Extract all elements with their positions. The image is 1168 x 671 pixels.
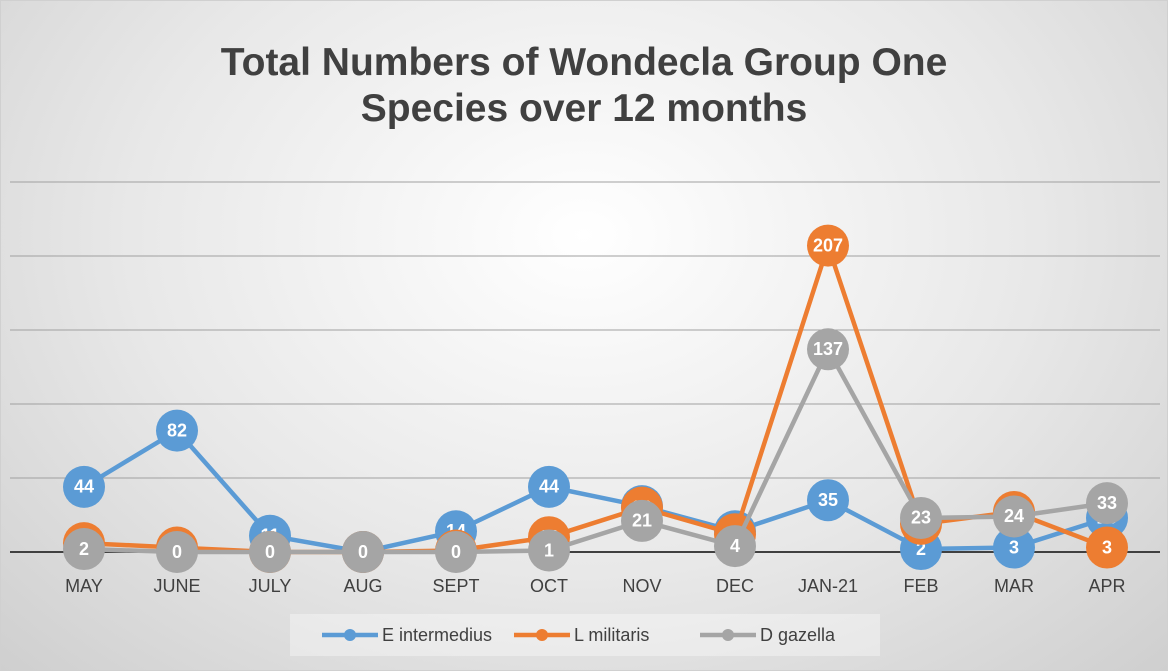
chart-title: Total Numbers of Wondecla Group One Spec… (220, 41, 948, 130)
data-label: 33 (1097, 493, 1117, 513)
data-label: 0 (172, 542, 182, 562)
point (342, 531, 384, 573)
data-label: 35 (818, 490, 838, 510)
legend-label: E intermedius (382, 625, 492, 645)
data-label: 44 (74, 477, 94, 497)
legend-marker (536, 629, 548, 641)
data-label: 24 (1004, 506, 1024, 526)
point (156, 409, 198, 452)
data-label: 137 (813, 339, 843, 359)
data-label: 0 (451, 542, 461, 562)
legend-label: D gazella (760, 625, 836, 645)
data-label: 23 (911, 508, 931, 528)
data-label: 82 (167, 420, 187, 440)
point (249, 531, 291, 573)
x-tick-label: JUNE (153, 576, 200, 596)
point (807, 224, 849, 267)
point (156, 531, 198, 573)
legend-box (290, 614, 880, 656)
point (435, 531, 477, 573)
point (900, 496, 942, 539)
point (807, 328, 849, 371)
point (63, 528, 105, 571)
data-label: 0 (265, 542, 275, 562)
data-label: 2 (79, 539, 89, 559)
x-tick-label: APR (1088, 576, 1125, 596)
x-tick-label: SEPT (432, 576, 479, 596)
data-label: 2 (916, 539, 926, 559)
legend-marker (722, 629, 734, 641)
point (993, 495, 1035, 538)
data-label: 21 (632, 511, 652, 531)
point (714, 525, 756, 568)
point (528, 529, 570, 572)
legend-label: L militaris (574, 625, 649, 645)
x-tick-label: JULY (249, 576, 292, 596)
data-label: 1 (544, 540, 554, 560)
point (621, 499, 663, 542)
point (1086, 482, 1128, 525)
data-label: 44 (539, 477, 559, 497)
data-label: 0 (358, 542, 368, 562)
x-tick-label: JAN-21 (798, 576, 858, 596)
x-tick-label: MAR (994, 576, 1034, 596)
point (993, 526, 1035, 569)
x-tick-label: MAY (65, 576, 103, 596)
data-label: 3 (1009, 537, 1019, 557)
x-tick-label: NOV (622, 576, 661, 596)
point (1086, 526, 1128, 569)
x-tick-label: AUG (343, 576, 382, 596)
data-label: 4 (730, 536, 740, 556)
data-label: 3 (1102, 537, 1112, 557)
x-tick-label: OCT (530, 576, 568, 596)
legend-marker (344, 629, 356, 641)
data-label: 207 (813, 235, 843, 255)
series-line (83, 243, 1108, 555)
point (63, 465, 105, 508)
point (807, 479, 849, 522)
point (528, 465, 570, 508)
x-tick-label: DEC (716, 576, 754, 596)
x-tick-label: FEB (903, 576, 938, 596)
